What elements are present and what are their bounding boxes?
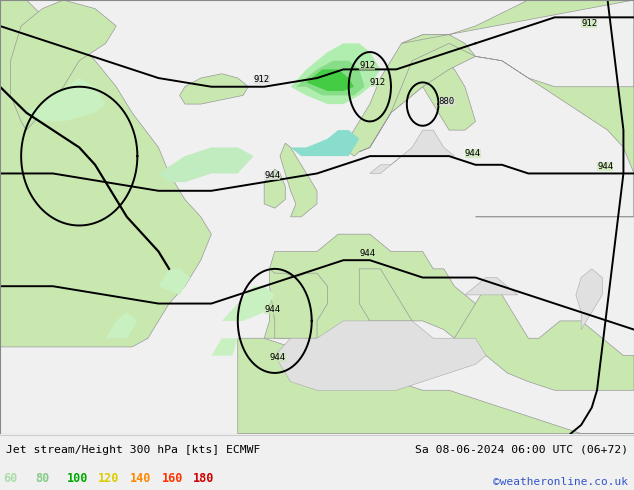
Text: 100: 100 — [67, 472, 88, 486]
Polygon shape — [280, 143, 317, 217]
Polygon shape — [455, 286, 634, 391]
Text: 140: 140 — [130, 472, 152, 486]
Polygon shape — [264, 234, 507, 356]
Text: 80: 80 — [35, 472, 49, 486]
Polygon shape — [296, 61, 365, 96]
Polygon shape — [238, 338, 634, 434]
Text: 944: 944 — [465, 149, 481, 158]
Text: 120: 120 — [98, 472, 120, 486]
Text: 944: 944 — [264, 305, 280, 314]
Polygon shape — [423, 61, 476, 130]
Polygon shape — [0, 0, 211, 347]
Text: 912: 912 — [254, 75, 269, 84]
Text: 944: 944 — [359, 249, 375, 258]
Polygon shape — [275, 321, 486, 391]
Text: 944: 944 — [264, 171, 280, 180]
Polygon shape — [290, 44, 380, 104]
Polygon shape — [27, 78, 106, 122]
Text: 180: 180 — [193, 472, 215, 486]
Text: Jet stream/Height 300 hPa [kts] ECMWF: Jet stream/Height 300 hPa [kts] ECMWF — [6, 445, 261, 455]
Polygon shape — [106, 312, 138, 338]
Polygon shape — [306, 70, 354, 91]
Polygon shape — [11, 0, 116, 130]
Text: 912: 912 — [370, 78, 386, 87]
Text: 60: 60 — [3, 472, 17, 486]
Polygon shape — [158, 269, 190, 295]
Polygon shape — [158, 147, 254, 182]
Text: 880: 880 — [439, 97, 455, 106]
Polygon shape — [179, 74, 249, 104]
Text: ©weatheronline.co.uk: ©weatheronline.co.uk — [493, 477, 628, 487]
Polygon shape — [290, 130, 359, 156]
Polygon shape — [222, 286, 275, 321]
Polygon shape — [264, 169, 285, 208]
Polygon shape — [576, 269, 602, 330]
Polygon shape — [370, 130, 455, 173]
Polygon shape — [211, 338, 238, 356]
Text: 944: 944 — [597, 162, 613, 171]
Text: 160: 160 — [162, 472, 183, 486]
Polygon shape — [359, 0, 634, 217]
Polygon shape — [269, 269, 328, 338]
Polygon shape — [359, 269, 412, 321]
Text: 912: 912 — [581, 19, 597, 28]
Polygon shape — [465, 277, 518, 295]
Text: 944: 944 — [269, 353, 285, 362]
Polygon shape — [344, 35, 476, 156]
Text: Sa 08-06-2024 06:00 UTC (06+72): Sa 08-06-2024 06:00 UTC (06+72) — [415, 445, 628, 455]
Text: 912: 912 — [359, 61, 375, 70]
